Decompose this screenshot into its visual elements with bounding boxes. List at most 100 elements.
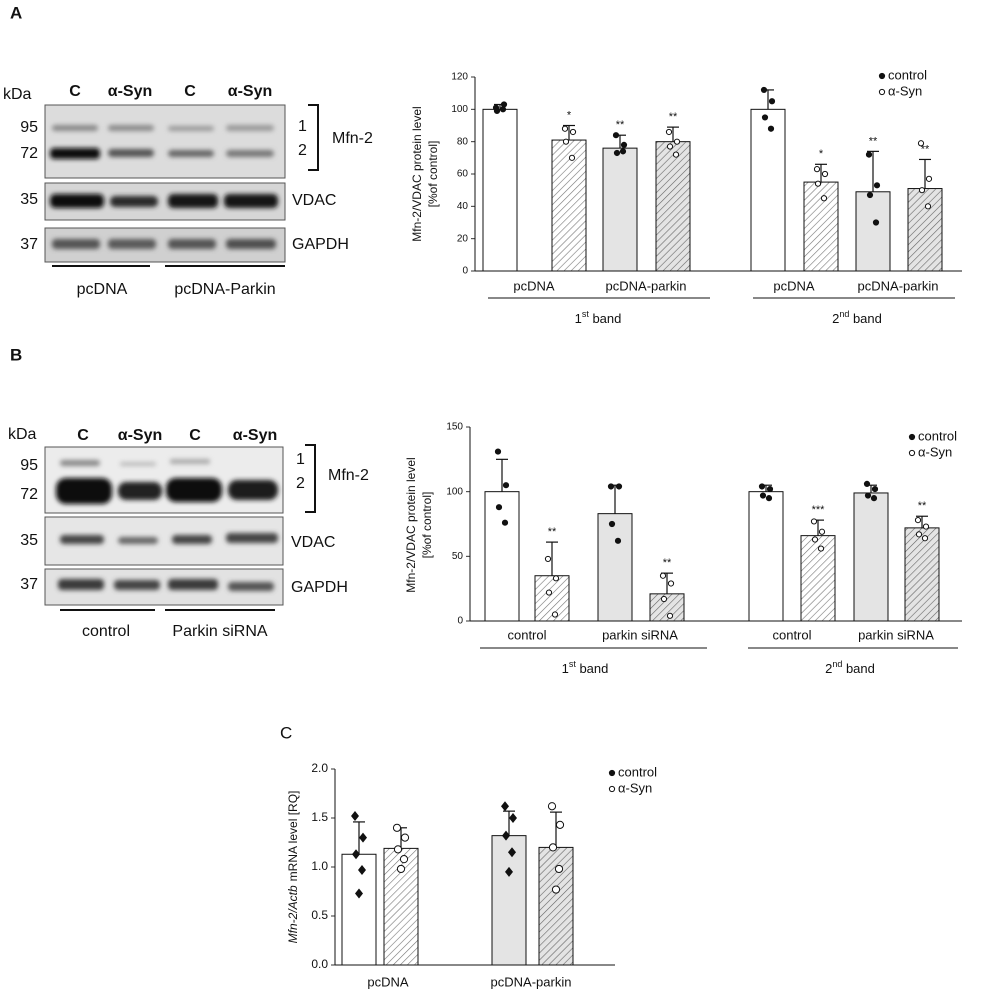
data-point [561, 125, 569, 132]
group-label-part: band [849, 311, 882, 326]
y-tick-label: 150 [446, 422, 463, 433]
bar [750, 108, 786, 272]
data-point [502, 830, 510, 841]
x-tick-label: parkin siRNA [858, 627, 934, 642]
band [172, 535, 212, 544]
band [170, 459, 210, 464]
data-point [552, 575, 560, 582]
data-point [814, 180, 822, 187]
band [226, 239, 276, 249]
bands [50, 125, 278, 249]
data-point [351, 811, 359, 822]
band [228, 582, 274, 591]
lane-label: C [184, 83, 196, 100]
bar [800, 535, 836, 622]
data-point [666, 612, 674, 619]
band [60, 460, 100, 466]
data-point [608, 520, 616, 528]
y-axis-label-part: Mfn-2/Actb [286, 885, 300, 943]
x-tick-label: pcDNA [773, 278, 815, 293]
lane-label: C [77, 427, 89, 444]
data-point [555, 820, 565, 829]
data-point [659, 572, 667, 579]
data-point [766, 485, 774, 493]
data-point [615, 483, 623, 490]
y-tick-label: 100 [446, 486, 463, 497]
band [52, 239, 100, 249]
y-tick-label: 2.0 [311, 761, 328, 775]
data-point [569, 128, 577, 136]
bar [534, 575, 570, 622]
data-point [810, 518, 818, 525]
significance: ** [921, 143, 930, 155]
x-tick-label: pcDNA-parkin [858, 278, 939, 293]
bar [649, 593, 685, 622]
group-label: control [82, 623, 130, 640]
data-point [613, 149, 621, 157]
band [58, 579, 104, 590]
group-label-part: 2 [832, 311, 839, 326]
data-point [548, 843, 558, 852]
band [56, 478, 112, 504]
significance: ** [918, 500, 927, 512]
data-point [915, 531, 923, 538]
group-label-part: band [842, 661, 875, 676]
bar [904, 527, 940, 622]
lane-label: α-Syn [118, 427, 163, 444]
data-point [758, 483, 766, 490]
legend-symbol [878, 72, 886, 80]
bar [551, 139, 587, 272]
y-axis-label-part: Mfn-2/VDAC protein level [410, 106, 424, 241]
bar [602, 147, 638, 272]
group-label-part: 1 [562, 661, 569, 676]
y-axis-label-part: mRNA level [RQ] [286, 791, 300, 882]
protein-label: Mfn-2 [328, 467, 369, 484]
bar [484, 491, 520, 622]
group-label-part: band [589, 311, 622, 326]
band-label: 1 [296, 451, 305, 468]
data-point [393, 845, 403, 854]
band [224, 194, 278, 208]
band [118, 482, 162, 500]
data-point [760, 86, 768, 94]
data-point [499, 106, 507, 113]
data-point [493, 107, 501, 115]
x-tick-label: pcDNA-parkin [606, 278, 687, 293]
band-label: 2 [298, 142, 307, 159]
bar [748, 491, 784, 622]
data-point [873, 182, 881, 189]
group-label: pcDNA [77, 281, 128, 298]
data-point [864, 492, 872, 499]
y-tick-label: 50 [452, 551, 464, 562]
legend-symbol [878, 88, 886, 96]
band [118, 537, 158, 544]
lane-label: C [69, 83, 81, 100]
data-point [761, 114, 769, 121]
band [168, 194, 218, 208]
legend-label: control [618, 764, 657, 779]
data-point [500, 101, 508, 108]
marker-label: 72 [20, 486, 38, 503]
bar [538, 846, 574, 966]
data-point [501, 519, 509, 526]
kda-label: kDa [8, 426, 37, 443]
y-tick-label: 0 [457, 616, 463, 627]
data-point [820, 195, 828, 202]
legend-label: α-Syn [918, 444, 952, 459]
group-label: Parkin siRNA [172, 623, 267, 640]
data-point [359, 832, 367, 843]
data-point [508, 847, 516, 858]
legend-label: control [918, 428, 957, 443]
band [168, 239, 216, 249]
data-point [817, 545, 825, 552]
data-point [863, 480, 871, 488]
data-point [813, 166, 821, 173]
data-point [392, 823, 402, 832]
data-point [768, 98, 776, 105]
data-point [554, 864, 564, 874]
data-point [614, 537, 622, 544]
group-label: 2nd band [825, 659, 875, 676]
data-point [665, 128, 673, 136]
band-label: 2 [296, 475, 305, 492]
